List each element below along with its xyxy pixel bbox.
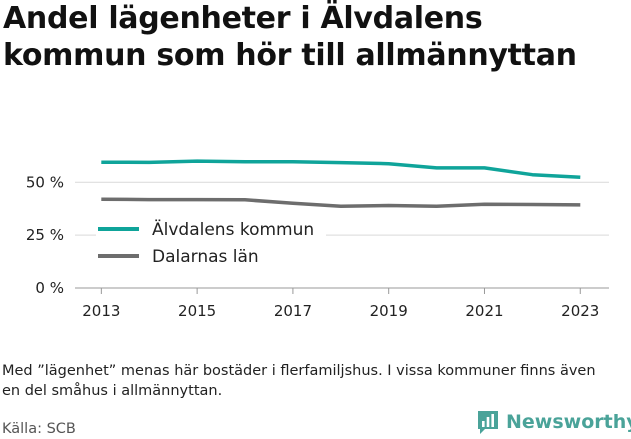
y-tick-label: 0 %: [35, 279, 64, 297]
x-tick-label: 2023: [561, 302, 599, 320]
legend-background: [96, 214, 326, 236]
legend-label-2: Dalarnas län: [152, 247, 259, 267]
series-line-1: [101, 159, 581, 179]
legend: Älvdalens kommun Dalarnas län: [96, 214, 326, 267]
legend-background: [96, 241, 326, 263]
x-tick-label: 2021: [465, 302, 503, 320]
x-tick-label: 2017: [274, 302, 312, 320]
brand-name: Newsworthy: [506, 411, 631, 433]
chart-title: Andel lägenheter i Älvdalens kommun som …: [3, 1, 577, 73]
series-line-2: [101, 197, 581, 208]
x-tick-label: 2013: [82, 302, 120, 320]
x-tick-label: 2019: [370, 302, 408, 320]
y-tick-label: 25 %: [26, 226, 64, 244]
brand-logo[interactable]: Newsworthy: [476, 406, 631, 438]
y-axis-tick-labels: 0 % 25 % 50 %: [26, 173, 64, 297]
footnote: Med ”lägenhet” menas här bostäder i fler…: [2, 363, 596, 399]
line-chart: 0 % 25 % 50 % 2013 2015 2017 2019 2021 2023 Älv…: [26, 159, 609, 320]
bar-chart-speech-icon: [478, 411, 498, 434]
legend-label-1: Älvdalens kommun: [152, 219, 314, 240]
source-text: Källa: SCB: [2, 421, 76, 437]
x-axis: 2013 2015 2017 2019 2021 2023: [82, 288, 599, 320]
y-tick-label: 50 %: [26, 173, 64, 191]
x-tick-label: 2015: [178, 302, 216, 320]
series-lines: [101, 159, 581, 208]
